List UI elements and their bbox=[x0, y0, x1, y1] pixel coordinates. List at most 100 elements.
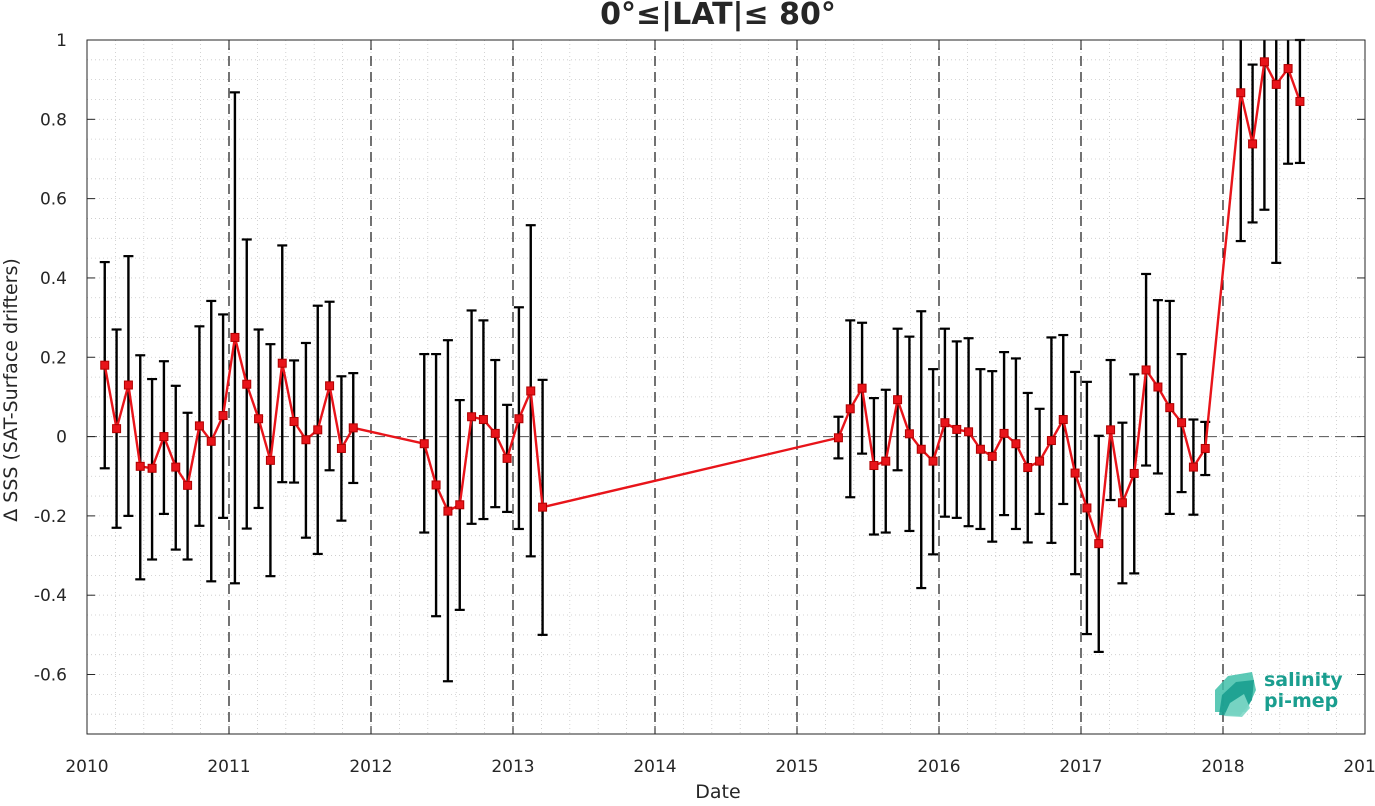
data-point-marker bbox=[1094, 539, 1104, 549]
data-point-marker bbox=[100, 360, 110, 370]
data-point-marker bbox=[1011, 439, 1021, 449]
series-layer bbox=[100, 57, 1305, 549]
data-point-marker bbox=[881, 456, 891, 466]
data-point-marker bbox=[845, 404, 855, 414]
data-point-marker bbox=[502, 453, 512, 463]
data-point-marker bbox=[1165, 403, 1175, 413]
data-point-marker bbox=[325, 381, 335, 391]
data-point-marker bbox=[218, 411, 228, 421]
x-axis-label: Date bbox=[695, 781, 740, 801]
y-tick-label: 0.6 bbox=[40, 190, 67, 210]
label-layer: 0°≤|LAT|≤ 80° Date Δ SSS (SAT-Surface dr… bbox=[0, 0, 836, 803]
data-point-marker bbox=[455, 500, 465, 510]
y-tick-label: -0.6 bbox=[34, 666, 67, 686]
data-point-marker bbox=[987, 451, 997, 461]
data-point-marker bbox=[1046, 436, 1056, 446]
data-point-marker bbox=[1259, 57, 1269, 67]
data-point-marker bbox=[206, 436, 216, 446]
data-point-marker bbox=[952, 424, 962, 434]
x-tick-label: 2018 bbox=[1201, 757, 1244, 777]
chart-title: 0°≤|LAT|≤ 80° bbox=[600, 0, 836, 32]
data-point-marker bbox=[526, 386, 536, 396]
data-point-marker bbox=[1117, 498, 1127, 508]
y-tick-label: -0.2 bbox=[34, 507, 67, 527]
data-point-marker bbox=[1177, 418, 1187, 428]
data-point-marker bbox=[242, 379, 252, 389]
data-point-marker bbox=[928, 456, 938, 466]
data-point-marker bbox=[1188, 462, 1198, 472]
data-point-marker bbox=[857, 383, 867, 393]
data-point-marker bbox=[1129, 468, 1139, 478]
data-point-marker bbox=[1082, 503, 1092, 513]
data-point-marker bbox=[443, 506, 453, 516]
data-point-marker bbox=[301, 435, 311, 445]
data-point-marker bbox=[277, 358, 287, 368]
x-tick-label: 2016 bbox=[917, 757, 960, 777]
x-tick-label: 2014 bbox=[633, 757, 676, 777]
data-point-marker bbox=[313, 425, 323, 435]
logo-line2: pi-mep bbox=[1264, 690, 1338, 712]
data-point-marker bbox=[230, 332, 240, 342]
data-point-marker bbox=[1070, 468, 1080, 478]
data-point-marker bbox=[171, 462, 181, 472]
data-point-marker bbox=[1271, 79, 1281, 89]
data-point-marker bbox=[1035, 456, 1045, 466]
data-point-marker bbox=[869, 461, 879, 471]
data-point-marker bbox=[1153, 382, 1163, 392]
data-point-marker bbox=[975, 444, 985, 454]
data-point-marker bbox=[159, 432, 169, 442]
data-point-marker bbox=[964, 427, 974, 437]
data-point-marker bbox=[336, 443, 346, 453]
data-point-marker bbox=[999, 428, 1009, 438]
data-point-marker bbox=[1023, 463, 1033, 473]
data-point-marker bbox=[1058, 415, 1068, 425]
data-point-marker bbox=[490, 428, 500, 438]
logo-mark bbox=[1215, 672, 1256, 717]
data-point-marker bbox=[904, 429, 914, 439]
data-point-marker bbox=[112, 424, 122, 434]
data-point-marker bbox=[940, 418, 950, 428]
data-point-marker bbox=[1236, 88, 1246, 98]
data-point-marker bbox=[348, 423, 358, 433]
data-point-marker bbox=[289, 417, 299, 427]
data-point-marker bbox=[1283, 64, 1293, 74]
data-point-marker bbox=[1200, 443, 1210, 453]
data-point-marker bbox=[419, 439, 429, 449]
data-point-marker bbox=[538, 502, 548, 512]
data-point-marker bbox=[893, 395, 903, 405]
data-point-marker bbox=[478, 415, 488, 425]
data-point-marker bbox=[147, 463, 157, 473]
x-tick-label: 2011 bbox=[207, 757, 250, 777]
y-tick-label: 0 bbox=[56, 428, 67, 448]
x-tick-label: 2019 bbox=[1343, 757, 1375, 777]
data-point-marker bbox=[1295, 96, 1305, 106]
data-point-marker bbox=[194, 421, 204, 431]
y-tick-label: -0.4 bbox=[34, 586, 67, 606]
data-point-marker bbox=[135, 461, 145, 471]
x-tick-label: 2013 bbox=[491, 757, 534, 777]
y-axis-label: Δ SSS (SAT-Surface drifters) bbox=[0, 258, 22, 522]
logo-line1: salinity bbox=[1264, 669, 1343, 691]
data-point-marker bbox=[265, 455, 275, 465]
y-tick-label: 0.4 bbox=[40, 269, 67, 289]
y-tick-label: 1 bbox=[56, 31, 67, 51]
data-point-marker bbox=[916, 444, 926, 454]
plot-frame bbox=[86, 39, 1366, 735]
y-tick-label: 0.8 bbox=[40, 110, 67, 130]
data-point-marker bbox=[514, 414, 524, 424]
data-point-marker bbox=[183, 480, 193, 490]
data-point-marker bbox=[1141, 365, 1151, 375]
salinity-pi-mep-logo: salinity pi-mep bbox=[1215, 669, 1343, 717]
data-point-marker bbox=[123, 380, 133, 390]
data-point-marker bbox=[1248, 139, 1258, 149]
x-tick-label: 2015 bbox=[775, 757, 818, 777]
x-tick-label: 2017 bbox=[1059, 757, 1102, 777]
x-tick-label: 2012 bbox=[349, 757, 392, 777]
data-point-marker bbox=[254, 414, 264, 424]
x-tick-label: 2010 bbox=[65, 757, 108, 777]
data-point-marker bbox=[1106, 425, 1116, 435]
data-point-marker bbox=[833, 433, 843, 443]
data-point-marker bbox=[467, 412, 477, 422]
